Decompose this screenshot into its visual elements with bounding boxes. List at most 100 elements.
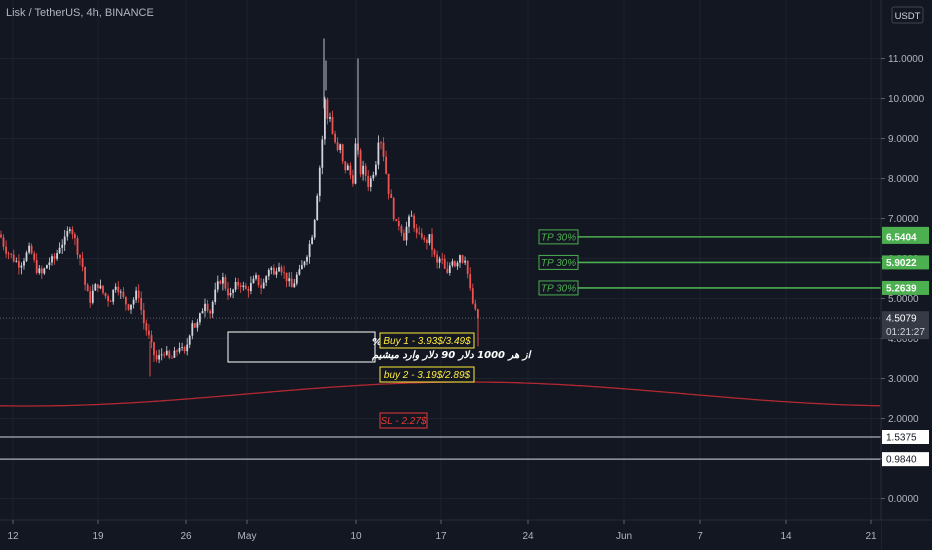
candle-body — [346, 165, 349, 171]
candle-body — [211, 302, 214, 314]
price-tick-label: 3.0000 — [888, 374, 919, 385]
target-price-label-1: 6.5404 — [886, 232, 917, 243]
time-axis[interactable]: 12 19 26 May 10 17 24 Jun 7 14 21 — [0, 519, 932, 550]
candle-body — [160, 354, 163, 356]
candle-body — [380, 142, 382, 144]
price-tick-label: 0.0000 — [888, 494, 919, 505]
candle-body — [298, 269, 301, 275]
candle-body — [137, 290, 140, 298]
candle-body — [377, 142, 380, 165]
time-axis-bg — [0, 520, 881, 550]
candle-body — [20, 265, 23, 268]
candle-body — [336, 142, 339, 150]
candle-body — [91, 290, 94, 303]
candle-body — [400, 226, 403, 233]
candle-body — [23, 260, 25, 266]
candle-body — [255, 275, 257, 279]
candle-body — [79, 254, 81, 259]
candle-body — [122, 291, 125, 297]
target-price-label-3-bg — [882, 280, 929, 295]
candle-body — [316, 195, 319, 220]
candle-body — [459, 255, 461, 263]
candle-body — [446, 268, 449, 273]
candle-body — [0, 234, 2, 238]
candle-body — [15, 261, 18, 262]
candle-body — [148, 330, 150, 336]
candle-body — [239, 285, 242, 287]
candle-body — [68, 229, 71, 231]
candle-body — [2, 237, 5, 247]
candle-body — [339, 144, 342, 150]
candle-body — [334, 133, 336, 143]
candle-body — [237, 282, 240, 286]
candle-body — [369, 178, 372, 187]
candle-body — [456, 262, 459, 267]
time-tick-label: 26 — [180, 531, 192, 542]
candle-body — [150, 335, 153, 343]
candle-body — [214, 289, 217, 302]
currency-badge-box — [891, 6, 924, 24]
target-price-label-2-bg — [882, 255, 929, 270]
candle-body — [341, 144, 344, 162]
candle-body — [183, 347, 186, 352]
candle-body — [130, 304, 132, 310]
candle-body — [104, 292, 107, 297]
time-tick-label: 24 — [522, 531, 534, 542]
candle-body — [267, 269, 270, 277]
candle-body — [58, 247, 61, 254]
candle-body — [227, 288, 229, 296]
candle-body — [97, 284, 99, 289]
candle-body — [206, 303, 209, 311]
note-line-2: از هر 1000 دلار 90 دلار وارد میشیم — [371, 350, 533, 361]
target-price-label-3: 5.2639 — [886, 283, 917, 294]
candle-body — [331, 117, 334, 134]
candle-body — [250, 283, 252, 291]
candle-body — [372, 174, 375, 179]
price-tick-label: 9.0000 — [888, 134, 919, 145]
candle-body — [397, 221, 400, 227]
candle-body — [61, 244, 64, 248]
candle-body — [454, 261, 456, 267]
candle-body — [53, 256, 56, 259]
stop-loss-box — [379, 412, 428, 429]
candle-body — [311, 237, 313, 244]
candle-body — [43, 268, 46, 274]
candle-body — [433, 249, 436, 255]
candle-body — [222, 277, 224, 284]
candle-body — [107, 296, 109, 301]
candle-body — [443, 258, 446, 269]
candle-body — [324, 99, 326, 140]
candle-body — [178, 347, 181, 352]
candle-body — [38, 268, 41, 273]
candle-body — [321, 139, 324, 168]
candle-body — [35, 259, 38, 273]
candle-body — [260, 285, 262, 289]
candle-body — [186, 344, 189, 352]
last-price-label: 4.5079 — [886, 314, 917, 325]
countdown-label: 01:21:27 — [886, 327, 925, 338]
time-tick-label: 14 — [780, 531, 792, 542]
candle-body — [193, 323, 196, 328]
candle-body — [117, 286, 120, 293]
candle-body — [313, 220, 316, 238]
time-tick-label: 12 — [7, 531, 19, 542]
price-axis[interactable]: USDT0.00001.00002.00003.00004.00005.0000… — [880, 0, 932, 550]
candle-body — [224, 277, 227, 289]
buy-2-label: buy 2 - 3.19$/2.89$ — [384, 370, 471, 381]
candle-body — [288, 278, 291, 282]
candle-body — [74, 234, 76, 239]
currency-badge: USDT — [895, 11, 921, 22]
candle-body — [102, 285, 104, 293]
candle-body — [466, 260, 469, 274]
candle-body — [84, 267, 86, 285]
candle-body — [155, 355, 158, 360]
take-profit-label-2: TP 30% — [541, 258, 576, 269]
line-price-label-2: 0.9840 — [886, 455, 917, 466]
candle-body — [168, 350, 171, 358]
candle-body — [375, 164, 377, 175]
candle-body — [247, 288, 250, 291]
line-price-label-bg-2 — [882, 452, 929, 467]
candle-body — [232, 289, 234, 293]
price-tick-label: 2.0000 — [888, 414, 919, 425]
